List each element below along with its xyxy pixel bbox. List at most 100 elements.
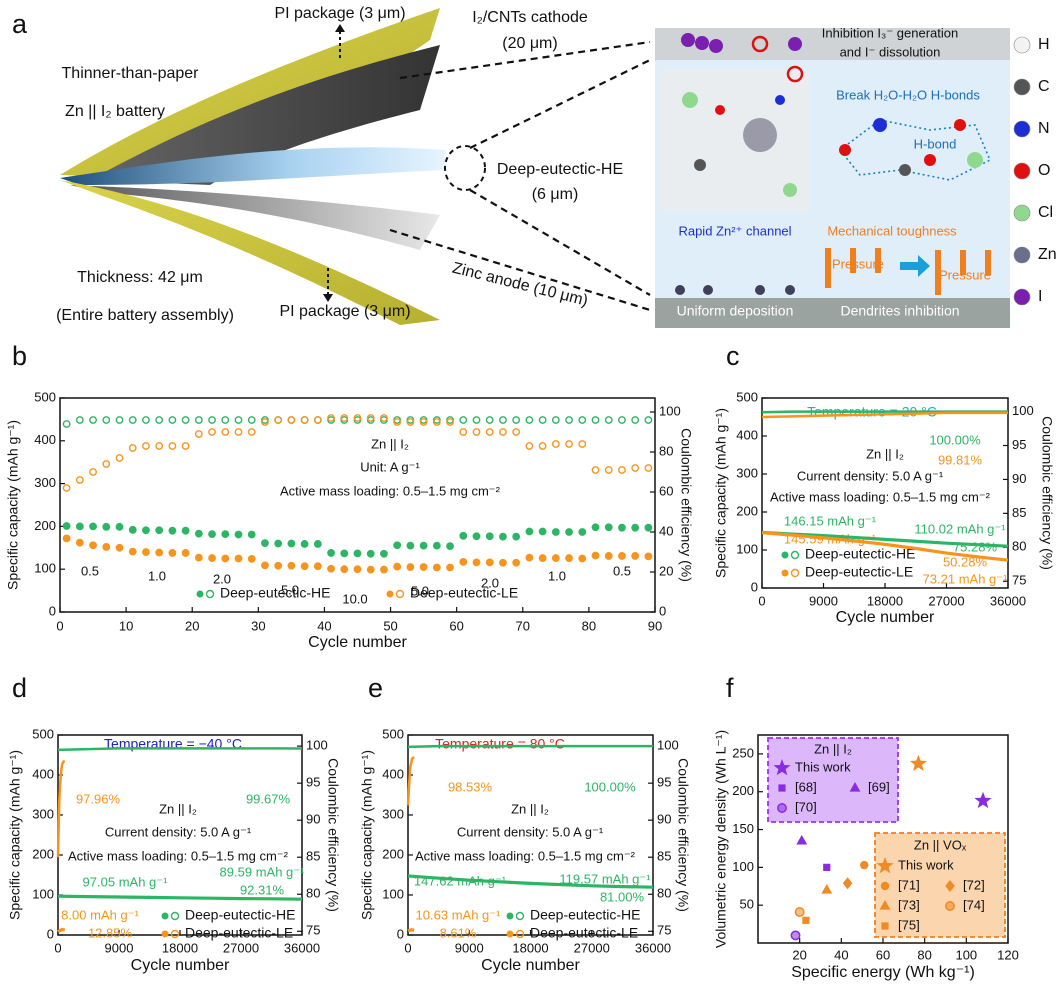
y-tick-label: 400 [34, 432, 56, 447]
data-point [551, 440, 560, 448]
data-point [300, 416, 309, 424]
x-tick-label: 36000 [284, 940, 320, 955]
y-tick-label: 200 [32, 846, 54, 861]
data-point [62, 484, 71, 492]
atom-label: C [1038, 78, 1050, 95]
atom-label: O [1038, 162, 1050, 179]
marker-square [823, 863, 831, 871]
x-tick-label: 20 [792, 947, 806, 962]
data-point [155, 526, 164, 535]
data-point [234, 428, 243, 436]
y-tick-label: 300 [736, 465, 758, 480]
data-point [406, 541, 415, 550]
data-point [287, 561, 296, 570]
molecules [682, 92, 983, 197]
data-line [407, 874, 654, 889]
legend-icon [205, 589, 215, 599]
data-point [62, 522, 71, 530]
x-tick-label: 90 [648, 618, 662, 633]
data-point [551, 554, 560, 562]
data-point [366, 414, 375, 422]
x-tick-label: 0 [56, 618, 63, 633]
data-point [578, 416, 587, 424]
data-point [432, 563, 441, 572]
data-point [631, 552, 640, 560]
y2-tick-label: 95 [1012, 437, 1026, 452]
annotation: 100.00% [929, 432, 981, 447]
data-point [274, 416, 283, 424]
marker-half-circle [777, 803, 787, 813]
data-point [313, 416, 322, 424]
legend-icon [790, 568, 800, 578]
y2-tick-label: 40 [659, 523, 673, 538]
annotation: Active mass loading: 0.5–1.5 mg cm⁻² [770, 489, 991, 504]
legend-icon [506, 930, 514, 938]
legend-icon [781, 569, 789, 577]
chart-b: b0 10 20 30 40 50 60 70 80 9001002003004005000204… [5, 341, 695, 651]
legend-icon [515, 911, 525, 921]
data-point [128, 547, 137, 556]
panel-letter: d [12, 673, 27, 703]
h-bonds [838, 119, 992, 181]
data-point [565, 528, 573, 536]
data-point [565, 554, 573, 562]
annotation: 12.85% [88, 925, 133, 940]
label: I₂/CNTs cathode [472, 9, 588, 26]
x-tick-label: 9000 [105, 940, 134, 955]
panel-letter: c [726, 341, 740, 371]
arrow [900, 255, 930, 277]
data-point [472, 532, 481, 541]
marker-square [802, 916, 810, 924]
annotation: 73.21 mAh g⁻¹ [923, 571, 1009, 586]
x-axis-label: Cycle number [131, 957, 230, 974]
data-point [644, 464, 653, 472]
y2-tick-label: 85 [657, 849, 671, 864]
legend-label: This work [795, 759, 851, 774]
label: Pressure [939, 267, 991, 282]
data-point [128, 525, 137, 534]
data-point [89, 468, 97, 476]
x-axis-label: Cycle number [308, 634, 407, 651]
y-tick-label: 300 [32, 806, 54, 821]
legend-label: Deep-eutectic-HE [805, 546, 916, 562]
chart-d: d 0 9000 18000 27000 36000 0 100 200 300 400 500 75 8… [7, 673, 342, 974]
y-tick-label: 200 [732, 783, 754, 798]
y-tick-label: 0 [49, 603, 56, 618]
label: Inhibition I₃⁻ generation [822, 25, 958, 40]
data-point [419, 541, 428, 550]
data-point [538, 416, 547, 424]
y2-tick-label: 85 [306, 849, 320, 864]
y-tick-label: 0 [47, 926, 54, 941]
x-tick-label: 30 [251, 618, 265, 633]
label: (20 μm) [502, 35, 557, 52]
data-point [75, 538, 84, 547]
label: Thinner-than-paper [62, 65, 200, 82]
annotation: 99.81% [938, 452, 983, 467]
data-point [618, 416, 626, 424]
y2-tick-label: 90 [306, 812, 320, 827]
annotation: 99.67% [246, 791, 291, 806]
charts: b0 10 20 30 40 50 60 70 80 9001002003004005000204… [5, 341, 1056, 981]
annotation: 5.0 [281, 582, 299, 597]
data-point [221, 428, 230, 436]
data-point [181, 416, 190, 424]
arrow-head [323, 294, 333, 302]
data-point [300, 562, 309, 571]
legend-label: [69] [868, 779, 890, 794]
data-point [366, 549, 375, 558]
x-tick-label: 9000 [455, 940, 484, 955]
annotation: 0.5 [81, 563, 99, 578]
data-point [142, 442, 150, 450]
data-point [234, 416, 243, 424]
legend-label: [68] [795, 779, 817, 794]
legend-label: Deep-eutectic-HE [530, 907, 641, 923]
data-point [432, 418, 441, 426]
y2-tick-label: 100 [1012, 403, 1034, 418]
y-tick-label: 100 [382, 886, 404, 901]
data-point [485, 532, 494, 541]
annotation: 10.63 mAh g⁻¹ [416, 907, 502, 922]
data-point [340, 565, 349, 574]
anode-layer [655, 298, 1010, 328]
x-tick-label: 120 [997, 947, 1019, 962]
y-tick-label: 150 [732, 821, 754, 836]
